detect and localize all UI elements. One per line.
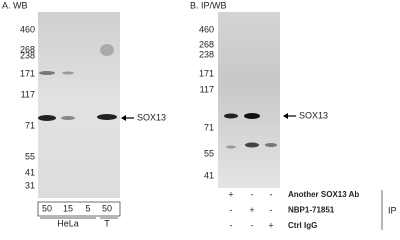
band xyxy=(245,142,259,148)
marker-label: 268 xyxy=(199,39,214,49)
marker-label: 238 xyxy=(20,50,35,60)
panel-title: B. IP/WB xyxy=(190,0,227,10)
marker-label: 171 xyxy=(20,68,35,78)
marker-label: 55 xyxy=(25,151,35,161)
target-label: SOX13 xyxy=(299,110,328,120)
band xyxy=(39,71,55,75)
panel-title: A. WB xyxy=(2,0,28,10)
marker-label: 171 xyxy=(199,68,214,78)
row-label: NBP1-71851 xyxy=(288,206,335,215)
figure: A. WB B. IP/WB SOX13 SOX13 HeLa T IP 460… xyxy=(2,0,397,230)
sign: - xyxy=(230,205,233,215)
marker-label: 41 xyxy=(204,170,214,180)
marker-label: 238 xyxy=(199,49,214,59)
marker-label: 117 xyxy=(21,89,35,99)
row-label: Ctrl IgG xyxy=(288,221,317,230)
marker-label: 71 xyxy=(204,122,214,132)
arrow-head xyxy=(283,113,288,119)
sign: + xyxy=(249,205,254,215)
sign: + xyxy=(268,220,273,230)
band xyxy=(100,44,114,56)
lane-label: 50 xyxy=(42,203,52,213)
marker-label: 117 xyxy=(200,84,214,94)
sign: - xyxy=(251,220,254,230)
band xyxy=(265,143,277,147)
band xyxy=(97,114,117,120)
sign: - xyxy=(251,189,254,199)
row-label: Another SOX13 Ab xyxy=(288,190,359,199)
marker-label: 41 xyxy=(25,167,35,177)
marker-label: 268 xyxy=(20,44,35,54)
band xyxy=(226,145,236,149)
marker-label: 71 xyxy=(25,120,35,130)
lane-box xyxy=(37,201,121,217)
marker-label: 460 xyxy=(199,24,214,34)
lane-label: 15 xyxy=(63,203,73,213)
arrow-head xyxy=(121,115,126,121)
blot-b xyxy=(218,12,280,188)
lane-label: 5 xyxy=(85,203,90,213)
sign: - xyxy=(230,220,233,230)
group-label: IP xyxy=(388,205,397,215)
sign: + xyxy=(228,189,233,199)
sample-label: HeLa xyxy=(57,218,79,228)
band xyxy=(38,115,56,121)
lane-label: 50 xyxy=(102,203,112,213)
sample-label: T xyxy=(104,218,110,228)
band xyxy=(224,113,238,119)
marker-label: 55 xyxy=(204,148,214,158)
sign: - xyxy=(270,189,273,199)
marker-label: 460 xyxy=(20,24,35,34)
band xyxy=(244,113,260,119)
target-label: SOX13 xyxy=(137,112,166,122)
marker-label: 31 xyxy=(25,180,35,190)
sign: - xyxy=(270,205,273,215)
band xyxy=(61,116,75,120)
band xyxy=(62,71,74,75)
blot-a xyxy=(38,12,120,198)
